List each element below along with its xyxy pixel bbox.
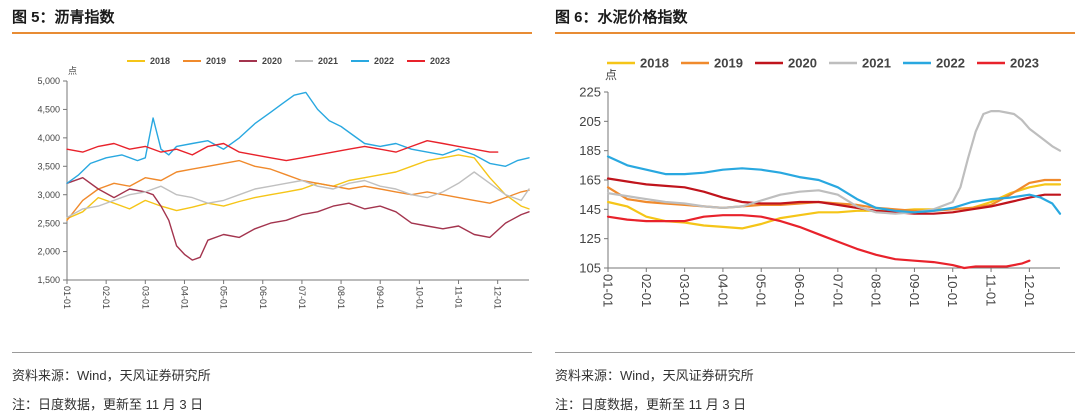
legend-label: 2021 <box>318 56 338 66</box>
y-tick-label: 205 <box>579 114 601 129</box>
legend-label: 2022 <box>374 56 394 66</box>
y-tick-label: 145 <box>579 202 601 217</box>
series-line-2022 <box>606 155 1062 215</box>
series-line-2023 <box>606 214 1031 270</box>
x-tick-label: 04-01 <box>715 274 730 307</box>
figure-title: 图 5：沥青指数 <box>12 9 115 26</box>
x-tick-label: 03-01 <box>140 286 150 309</box>
y-tick-label: 4,000 <box>37 133 60 143</box>
x-tick-label: 11-01 <box>454 286 464 308</box>
x-tick-label: 05-01 <box>754 274 769 307</box>
footer-divider <box>12 352 532 353</box>
x-tick-label: 10-01 <box>414 286 424 309</box>
x-tick-label: 04-01 <box>179 286 189 309</box>
y-tick-label: 3,000 <box>37 190 60 200</box>
x-tick-label: 08-01 <box>869 274 884 307</box>
x-tick-label: 12-01 <box>493 286 503 309</box>
y-tick-label: 105 <box>579 261 601 276</box>
x-tick-label: 03-01 <box>677 274 692 307</box>
x-tick-label: 07-01 <box>830 274 845 307</box>
x-tick-label: 02-01 <box>639 274 654 307</box>
y-tick-label: 2,500 <box>37 218 60 228</box>
x-tick-label: 09-01 <box>375 286 385 309</box>
figure-panel-asphalt: 图 5：沥青指数 2018 2019 2020 2021 2022 2023 点 1,500 2… <box>12 0 532 417</box>
footer-divider <box>555 352 1075 353</box>
x-tick-label: 11-01 <box>984 274 999 306</box>
title-divider <box>555 32 1075 34</box>
y-tick-label: 125 <box>579 231 601 246</box>
note-text: 注：日度数据，更新至 11 月 3 日 <box>12 397 204 412</box>
x-tick-label: 02-01 <box>101 286 111 309</box>
source-text: 资料来源：Wind，天风证券研究所 <box>555 368 754 383</box>
series-line-2018 <box>66 154 530 220</box>
series-line-2022 <box>66 91 530 184</box>
legend-label: 2022 <box>936 56 965 71</box>
legend-label: 2019 <box>206 56 226 66</box>
x-tick-label: 07-01 <box>297 286 307 309</box>
legend-label: 2023 <box>1010 56 1039 71</box>
figure-panel-cement: 图 6：水泥价格指数 2018 2019 2020 2021 2022 2023 点 105 1… <box>555 0 1075 417</box>
x-tick-label: 09-01 <box>907 274 922 307</box>
y-tick-label: 4,500 <box>37 105 60 115</box>
series-line-2020 <box>66 177 530 261</box>
series-line-2023 <box>66 140 499 162</box>
y-tick-label: 185 <box>579 143 601 158</box>
y-tick-label: 165 <box>579 173 601 188</box>
x-tick-label: 06-01 <box>792 274 807 307</box>
series-line-2018 <box>606 183 1062 230</box>
x-tick-label: 08-01 <box>336 286 346 309</box>
x-tick-label: 06-01 <box>258 286 268 309</box>
legend-label: 2021 <box>862 56 891 71</box>
legend-label: 2020 <box>262 56 282 66</box>
legend-label: 2020 <box>788 56 817 71</box>
legend-label: 2018 <box>640 56 669 71</box>
chart-cement-price-index: 2018 2019 2020 2021 2022 2023 点 105 125 145 165 185… <box>579 56 1062 307</box>
legend: 2018 2019 2020 2021 2022 2023 <box>607 56 1039 71</box>
y-unit-label: 点 <box>605 68 617 82</box>
series-line-2020 <box>606 177 1062 215</box>
y-unit-label: 点 <box>68 66 77 76</box>
y-tick-label: 1,500 <box>37 275 60 285</box>
source-text: 资料来源：Wind，天风证券研究所 <box>12 368 211 383</box>
note-text: 注：日度数据，更新至 11 月 3 日 <box>555 397 747 412</box>
x-tick-label: 01-01 <box>62 286 72 309</box>
legend-label: 2023 <box>430 56 450 66</box>
x-tick-label: 10-01 <box>945 274 960 307</box>
y-tick-label: 3,500 <box>37 161 60 171</box>
legend: 2018 2019 2020 2021 2022 2023 <box>127 56 450 66</box>
y-tick-label: 225 <box>579 85 601 100</box>
series-line-2021 <box>66 171 530 219</box>
legend-label: 2018 <box>150 56 170 66</box>
title-divider <box>12 32 532 34</box>
figure-title: 图 6：水泥价格指数 <box>555 9 688 26</box>
y-tick-label: 5,000 <box>37 76 60 86</box>
x-tick-label: 01-01 <box>601 274 616 307</box>
x-tick-label: 12-01 <box>1022 274 1037 307</box>
y-tick-label: 2,000 <box>37 247 60 257</box>
chart-asphalt-index: 2018 2019 2020 2021 2022 2023 点 1,500 2,000 2,500… <box>37 56 530 309</box>
series-line-2019 <box>606 178 1062 212</box>
x-tick-label: 05-01 <box>219 286 229 309</box>
legend-label: 2019 <box>714 56 743 71</box>
